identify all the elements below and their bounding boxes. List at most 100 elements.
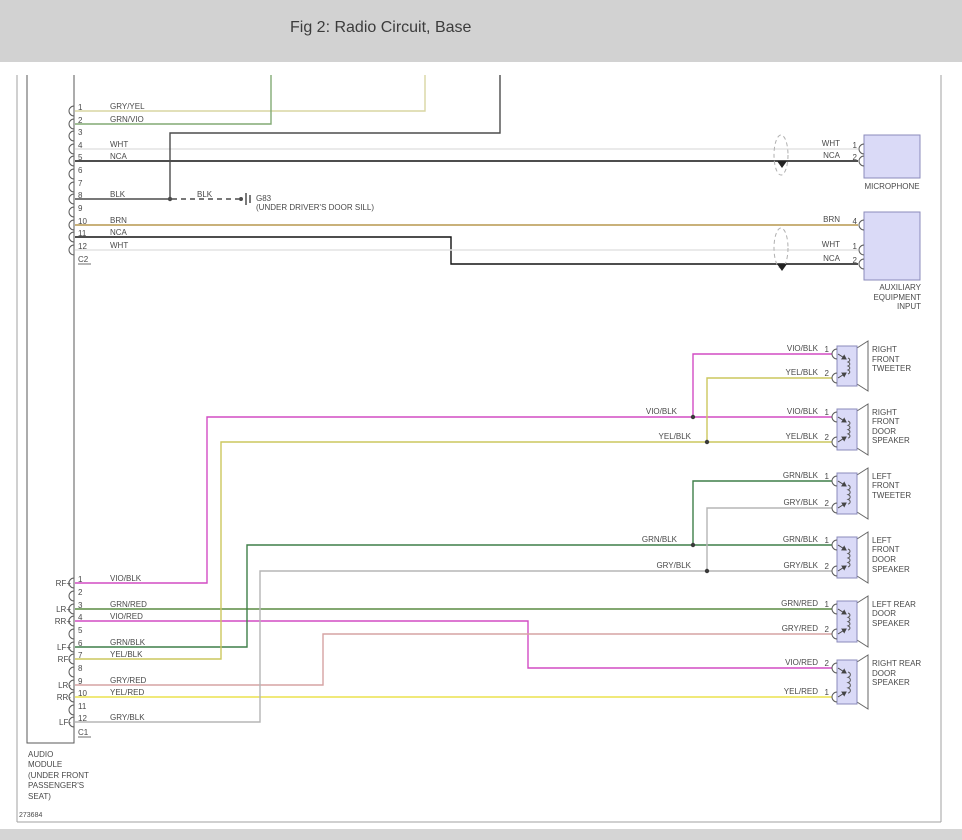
speaker-name: RIGHT <box>872 408 897 417</box>
wire-label: GRN/RED <box>781 599 818 608</box>
connector-label-c2: C2 <box>78 255 89 264</box>
pin-arc <box>831 502 838 514</box>
speaker-coil <box>846 612 851 631</box>
pin-arc <box>858 258 865 270</box>
pin-number: 12 <box>78 714 87 723</box>
wire-grn-blk-branch <box>692 480 832 545</box>
pin-number: 6 <box>78 166 83 175</box>
pin-number: 3 <box>78 601 83 610</box>
pin-arc <box>68 206 75 218</box>
pin-arc <box>68 118 75 130</box>
pin-number: 2 <box>825 433 830 442</box>
pin-arc <box>68 704 75 716</box>
pin-arc <box>68 130 75 142</box>
pin-number: 1 <box>825 472 830 481</box>
speaker-horn <box>856 531 869 584</box>
ground-dot <box>239 197 243 201</box>
pin-number: 10 <box>78 217 87 226</box>
pin-arc <box>68 168 75 180</box>
pin-arc <box>68 577 75 589</box>
wire-yel-blk <box>75 441 832 660</box>
microphone: 1 2 WHT NCA MICROPHONE <box>822 134 921 191</box>
pin-number: 3 <box>78 128 83 137</box>
wire-grn-vio <box>75 75 272 125</box>
bottom-strip <box>0 829 962 840</box>
pin-arc <box>831 628 838 640</box>
speaker-horn <box>856 595 869 648</box>
pin-number: 2 <box>825 499 830 508</box>
pin-number: 2 <box>825 625 830 634</box>
audio-module-label: MODULE <box>28 760 62 769</box>
wire-label: BRN <box>110 216 127 225</box>
pin-arc <box>68 628 75 640</box>
wire-label: GRY/BLK <box>783 561 818 570</box>
wire-label: GRY/RED <box>110 676 147 685</box>
wire-blk-riser <box>169 75 501 199</box>
wire-yel-blk-branch <box>706 377 832 442</box>
wire-label: VIO/RED <box>785 658 818 667</box>
aux-input-box <box>863 211 921 281</box>
pin-number: 1 <box>78 103 83 112</box>
connector-c1: 1 2 3 4 5 6 7 8 9 10 11 12 RF+ LR+ RR+ L… <box>55 574 147 738</box>
wire-label: GRN/BLK <box>783 535 819 544</box>
speaker-name: FRONT <box>872 545 900 554</box>
audio-module-box <box>26 75 75 744</box>
wires-c1: VIO/BLK YEL/BLK GRN/BLK GRY/BLK <box>75 353 832 723</box>
wire-label: BLK <box>110 190 126 199</box>
ground-location: (UNDER DRIVER'S DOOR SILL) <box>256 203 374 212</box>
audio-module-label: SEAT) <box>28 792 51 801</box>
ground-g83: BLK G83 (UNDER DRIVER'S DOOR SILL) <box>167 190 374 212</box>
shield-arrow-aux <box>777 264 787 271</box>
pin-arc <box>858 143 865 155</box>
wire-vio-red <box>75 620 832 669</box>
signal-label: LR+ <box>56 605 71 614</box>
pin-number: 4 <box>78 613 83 622</box>
pin-number: 10 <box>78 689 87 698</box>
pin-arrow <box>837 353 847 360</box>
speaker-coil <box>846 420 851 439</box>
pin-arc <box>68 590 75 602</box>
wire-grn-blk <box>75 544 832 648</box>
pin-arc <box>68 716 75 728</box>
pin-arc <box>68 653 75 665</box>
pin-arc <box>68 244 75 256</box>
ground-id: G83 <box>256 194 272 203</box>
speaker-box <box>836 472 858 515</box>
signal-label: RF- <box>58 655 72 664</box>
figure-number: 273684 <box>19 812 42 819</box>
speaker-coil <box>846 357 851 375</box>
wire-label: GRY/YEL <box>110 102 145 111</box>
wire-label: VIO/BLK <box>646 407 678 416</box>
pin-arc <box>68 193 75 205</box>
speaker-name: TWEETER <box>872 364 911 373</box>
speaker-coil <box>846 548 851 568</box>
aux-input-label: EQUIPMENT <box>873 293 921 302</box>
wire-label: GRY/RED <box>782 624 819 633</box>
speaker-coil <box>846 671 851 694</box>
pin-arc <box>68 641 75 653</box>
pin-arc <box>68 231 75 243</box>
pin-number: 1 <box>825 688 830 697</box>
pin-number: 1 <box>825 408 830 417</box>
junction-dot <box>167 196 173 202</box>
pin-arrow <box>837 372 847 379</box>
signal-label: RF+ <box>56 579 72 588</box>
speaker-name: TWEETER <box>872 491 911 500</box>
audio-module: AUDIO MODULE (UNDER FRONT PASSENGER'S SE… <box>26 75 89 801</box>
shield-arrow-mic <box>777 161 787 168</box>
speaker-name: RIGHT REAR <box>872 659 921 668</box>
junction-dot <box>704 439 710 445</box>
frame <box>16 75 942 823</box>
wire-label: WHT <box>110 241 128 250</box>
speaker-name: DOOR <box>872 609 896 618</box>
pin-number: 12 <box>78 242 87 251</box>
junction-dot <box>704 568 710 574</box>
pin-arc <box>858 244 865 256</box>
pin-number: 9 <box>78 204 83 213</box>
pin-arc <box>68 615 75 627</box>
pin-number: 2 <box>853 153 858 162</box>
pin-number: 11 <box>78 229 87 238</box>
speaker-left-front-tweeter: 1 2 GRN/BLK GRY/BLK LEFT FRONT TWEETER <box>783 467 911 520</box>
wire-label: GRY/BLK <box>656 561 691 570</box>
